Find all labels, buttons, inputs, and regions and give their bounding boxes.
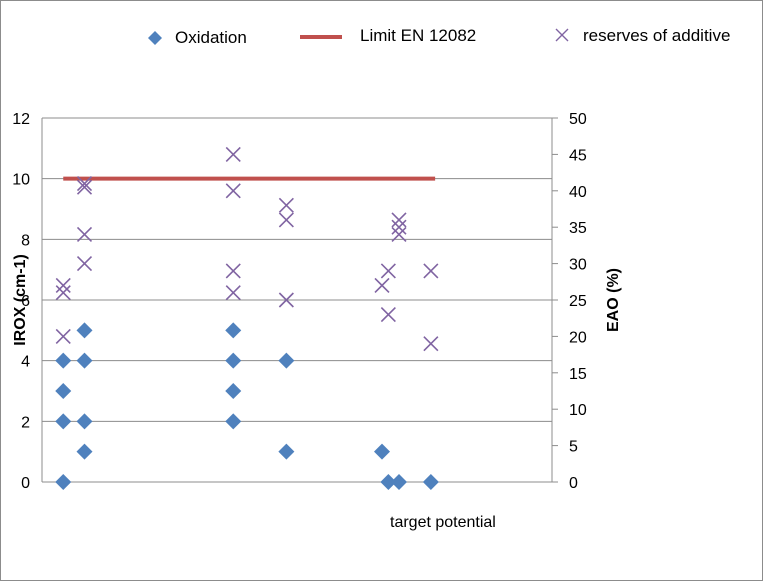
legend-label-oxidation: Oxidation — [175, 28, 247, 47]
legend-label-limit: Limit EN 12082 — [360, 26, 476, 45]
x-axis-title: target potential — [390, 514, 496, 531]
reserves-point — [225, 183, 241, 199]
legend-item-reserves: reserves of additive — [555, 26, 730, 45]
oxidation-point — [225, 322, 242, 339]
left-tick-label: 6 — [21, 293, 30, 310]
oxidation-point — [76, 413, 93, 430]
left-tick-label: 4 — [21, 354, 30, 371]
oxidation-point — [278, 443, 295, 460]
reserves-point — [225, 263, 241, 279]
reserves-point — [55, 328, 71, 344]
oxidation-point — [55, 352, 72, 369]
reserves-point — [225, 146, 241, 162]
cross-icon — [555, 28, 569, 42]
right-axis-ticks: 0 5 10 15 20 25 30 35 40 45 50 — [552, 111, 587, 492]
oxidation-point — [278, 352, 295, 369]
reserves-point — [278, 197, 294, 213]
reserves-point — [380, 306, 396, 323]
right-tick-label: 10 — [569, 402, 587, 419]
left-tick-label: 0 — [21, 475, 30, 492]
reserves-point — [391, 219, 407, 235]
legend-label-reserves: reserves of additive — [583, 26, 730, 45]
oxidation-point — [422, 474, 439, 490]
oxidation-point — [55, 383, 72, 399]
reserves-point — [380, 263, 396, 279]
reserves-point — [423, 263, 439, 279]
oxidation-point — [76, 352, 93, 369]
oxidation-point — [374, 443, 390, 460]
legend-item-limit: Limit EN 12082 — [300, 26, 476, 45]
right-tick-label: 40 — [569, 184, 587, 201]
oxidation-point — [225, 413, 242, 430]
legend-item-oxidation: Oxidation — [148, 28, 247, 47]
reserves-point — [423, 336, 439, 352]
right-tick-label: 30 — [569, 257, 587, 274]
gridlines — [42, 117, 552, 483]
right-axis-title: EAO (%) — [605, 268, 622, 332]
reserves-point — [225, 285, 241, 301]
oxidation-point — [225, 352, 242, 369]
reserves-point — [278, 292, 294, 308]
reserves-point — [76, 179, 93, 195]
reserves-point — [55, 277, 71, 294]
oxidation-point — [76, 322, 93, 339]
oxidation-point — [55, 413, 72, 430]
diamond-icon — [148, 31, 162, 45]
left-tick-label: 12 — [12, 111, 30, 128]
right-tick-label: 35 — [569, 220, 587, 237]
right-tick-label: 20 — [569, 329, 587, 346]
oxidation-point — [380, 474, 397, 490]
reserves-point — [278, 212, 294, 228]
oxidation-point — [391, 474, 407, 490]
reserves-point — [391, 226, 407, 243]
reserves-point — [76, 175, 93, 192]
left-tick-label: 2 — [21, 414, 30, 431]
right-tick-label: 0 — [569, 475, 578, 492]
oxidation-point — [225, 383, 242, 399]
reserves-point — [391, 212, 407, 228]
right-tick-label: 50 — [569, 111, 587, 128]
reserves-point — [76, 256, 93, 272]
right-tick-label: 45 — [569, 147, 587, 164]
left-tick-label: 10 — [12, 172, 30, 189]
left-axis-ticks: 0 2 4 6 8 10 12 — [12, 111, 30, 492]
oxidation-point — [55, 474, 72, 490]
left-axis-title: IROX (cm-1) — [12, 254, 29, 346]
right-tick-label: 15 — [569, 366, 587, 383]
reserves-point — [55, 285, 71, 301]
right-tick-label: 5 — [569, 439, 578, 456]
right-tick-label: 25 — [569, 293, 587, 310]
left-tick-label: 8 — [21, 232, 30, 249]
legend: Oxidation Limit EN 12082 reserves of add… — [148, 26, 730, 47]
oxidation-point — [76, 443, 93, 460]
reserves-point — [76, 226, 93, 243]
reserves-point — [374, 277, 390, 294]
chart-marks — [55, 146, 439, 490]
